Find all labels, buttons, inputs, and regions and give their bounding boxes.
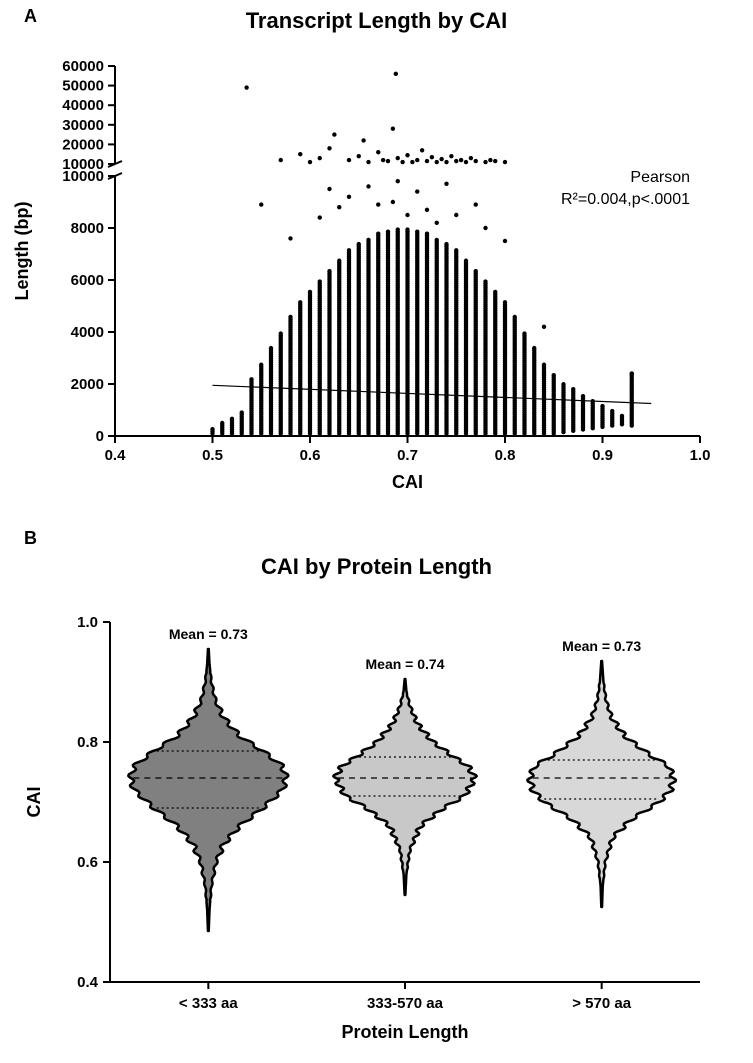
svg-text:< 333 aa: < 333 aa	[179, 995, 238, 1012]
panel-b-label: B	[24, 528, 37, 549]
svg-text:0: 0	[96, 428, 104, 445]
svg-text:R²=0.004,p<.0001: R²=0.004,p<.0001	[561, 191, 690, 208]
svg-text:50000: 50000	[62, 78, 104, 95]
svg-text:0.9: 0.9	[592, 447, 613, 464]
panel-b-chart: 0.4 0.6 0.8 1.0 < 333 aa 333-570 aa > 570 aa Pr…	[0, 582, 753, 1062]
svg-text:6000: 6000	[71, 272, 104, 289]
svg-text:0.6: 0.6	[77, 854, 98, 871]
svg-text:40000: 40000	[62, 97, 104, 114]
svg-text:2000: 2000	[71, 376, 104, 393]
svg-text:Mean = 0.73: Mean = 0.73	[562, 638, 641, 654]
svg-text:Mean = 0.73: Mean = 0.73	[169, 626, 248, 642]
svg-text:CAI: CAI	[392, 472, 423, 492]
svg-text:1.0: 1.0	[690, 447, 711, 464]
figure-page: { "panelA": { "label": "A", "title": "Tr…	[0, 0, 753, 1063]
svg-text:CAI: CAI	[24, 787, 44, 818]
panel-a-title: Transcript Length by CAI	[0, 8, 753, 34]
svg-text:10000: 10000	[62, 156, 104, 173]
svg-text:0.4: 0.4	[77, 974, 99, 991]
svg-text:0.8: 0.8	[495, 447, 516, 464]
panel-a-chart: 0.4 0.5 0.6 0.7 0.8 0.9 1.0 0 2000 4000 6000 8000 10…	[0, 36, 753, 506]
svg-text:Pearson: Pearson	[630, 169, 690, 186]
svg-text:60000: 60000	[62, 58, 104, 75]
svg-text:8000: 8000	[71, 220, 104, 237]
svg-text:0.6: 0.6	[300, 447, 321, 464]
svg-text:1.0: 1.0	[77, 614, 98, 631]
svg-text:> 570 aa: > 570 aa	[572, 995, 631, 1012]
svg-text:30000: 30000	[62, 117, 104, 134]
svg-text:20000: 20000	[62, 136, 104, 153]
svg-text:0.7: 0.7	[397, 447, 418, 464]
svg-text:Length (bp): Length (bp)	[12, 202, 32, 301]
svg-text:333-570 aa: 333-570 aa	[367, 995, 444, 1012]
svg-text:0.5: 0.5	[202, 447, 223, 464]
panel-b-title: CAI by Protein Length	[0, 554, 753, 580]
svg-text:0.8: 0.8	[77, 734, 98, 751]
svg-text:4000: 4000	[71, 324, 104, 341]
svg-text:0.4: 0.4	[105, 447, 127, 464]
svg-text:Mean = 0.74: Mean = 0.74	[366, 656, 445, 672]
svg-text:Protein Length: Protein Length	[342, 1022, 469, 1042]
